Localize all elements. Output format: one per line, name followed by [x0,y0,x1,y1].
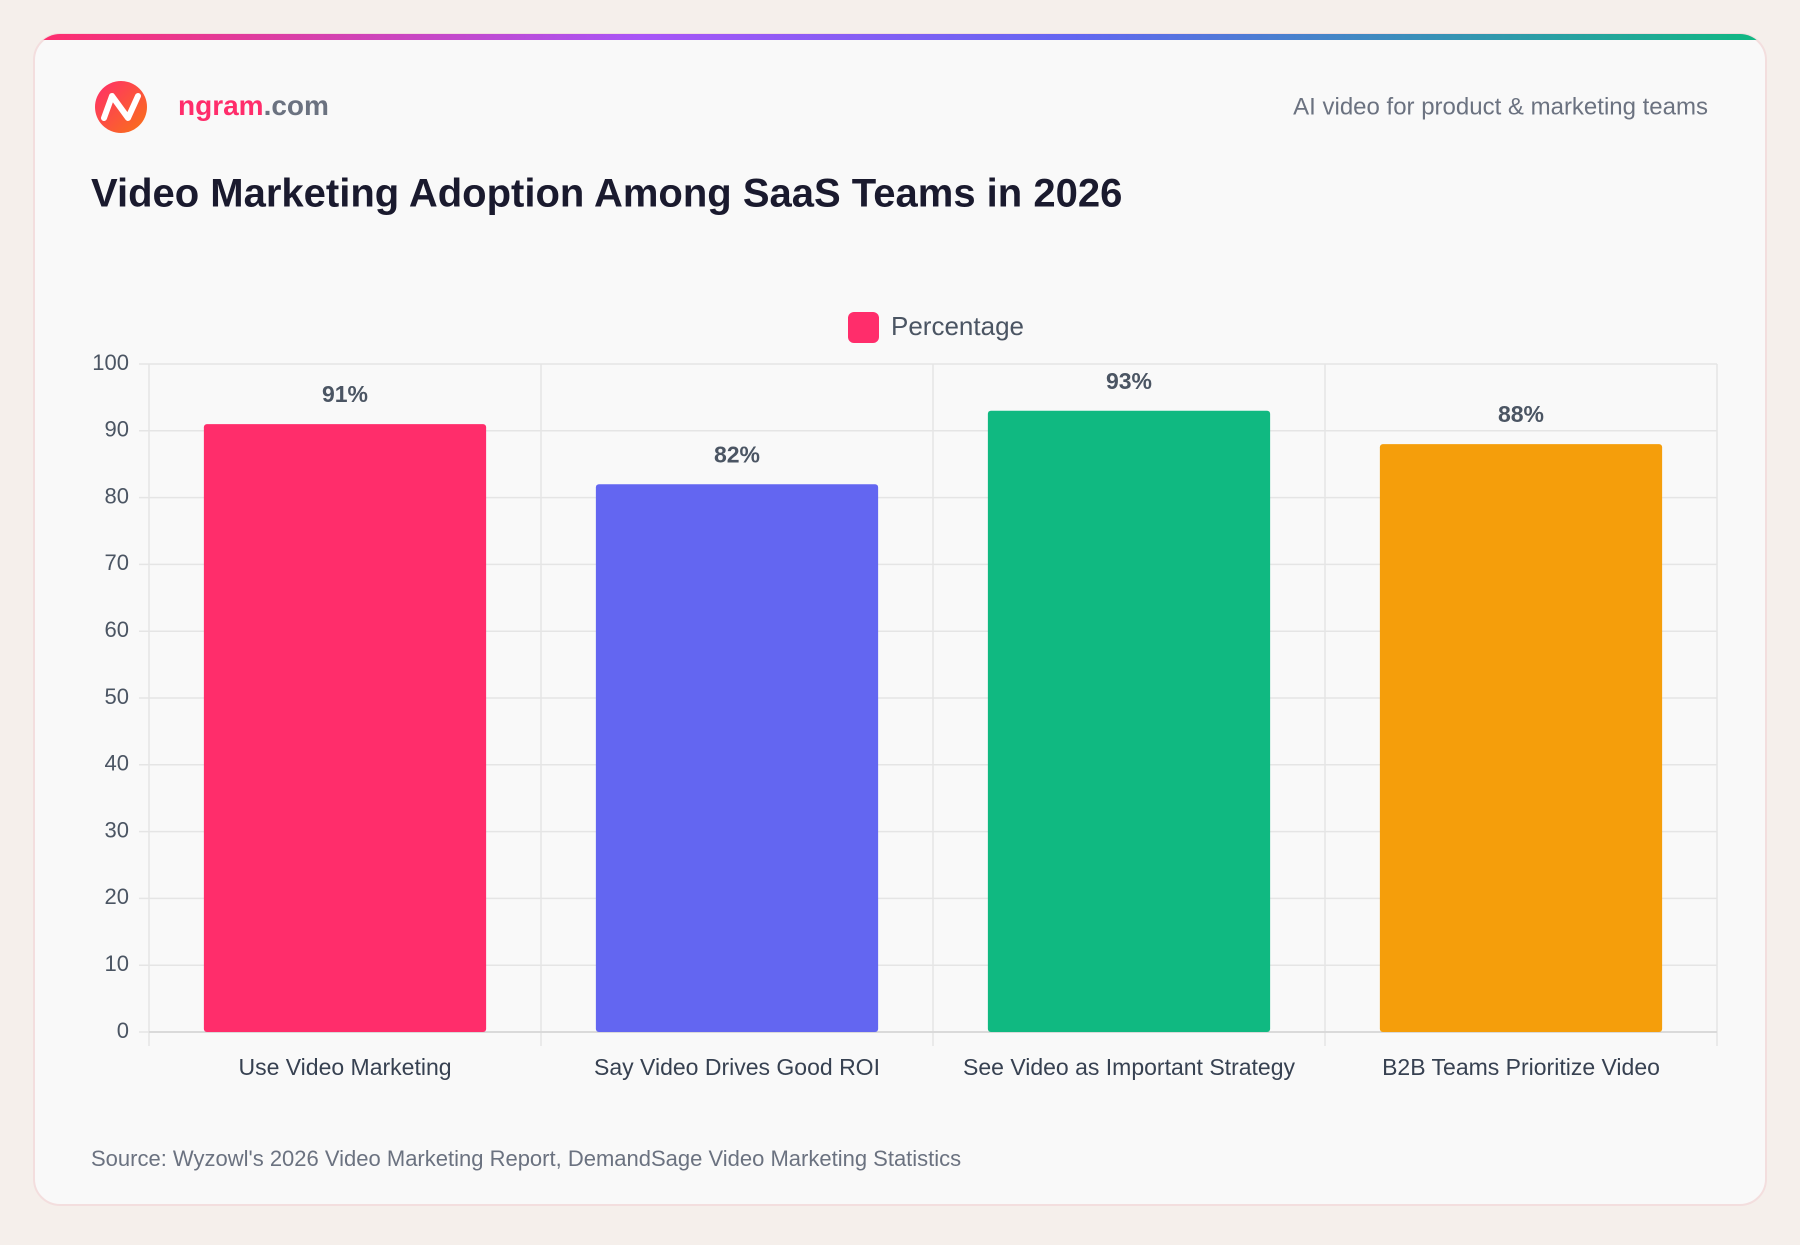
bar [203,424,487,1032]
legend-swatch [848,312,879,343]
bar [1379,444,1663,1032]
data-label: 91% [322,381,368,407]
y-tick-label: 100 [92,350,129,375]
data-label: 93% [1106,368,1152,394]
accent-bar [34,34,1766,40]
y-tick-label: 20 [105,884,129,909]
x-tick-label: B2B Teams Prioritize Video [1382,1054,1660,1080]
brand-suffix: .com [264,90,329,121]
y-tick-label: 40 [105,751,129,776]
y-tick-label: 10 [105,951,129,976]
brand-name: ngram [178,90,264,121]
bar [987,410,1271,1032]
bar [595,484,879,1032]
y-tick-label: 50 [105,684,129,709]
data-label: 82% [714,441,760,467]
legend-label: Percentage [891,311,1024,341]
y-tick-label: 30 [105,817,129,842]
y-tick-label: 60 [105,617,129,642]
source: Source: Wyzowl's 2026 Video Marketing Re… [91,1146,961,1171]
plot: Percentage 0 10 20 30 40 50 60 70 80 90 100 Use Vide… [92,311,1718,1080]
brand: ngram.com [178,90,329,121]
tagline: AI video for product & marketing teams [1293,93,1708,120]
y-tick-label: 90 [105,417,129,442]
y-tick-label: 70 [105,550,129,575]
x-tick-label: Use Video Marketing [238,1054,451,1080]
chart-title: Video Marketing Adoption Among SaaS Team… [91,172,1122,216]
x-tick-label: See Video as Important Strategy [963,1054,1295,1080]
x-tick-label: Say Video Drives Good ROI [594,1054,880,1080]
data-label: 88% [1498,401,1544,427]
y-tick-label: 80 [105,483,129,508]
logo [95,81,147,133]
y-tick-label: 0 [117,1018,129,1043]
